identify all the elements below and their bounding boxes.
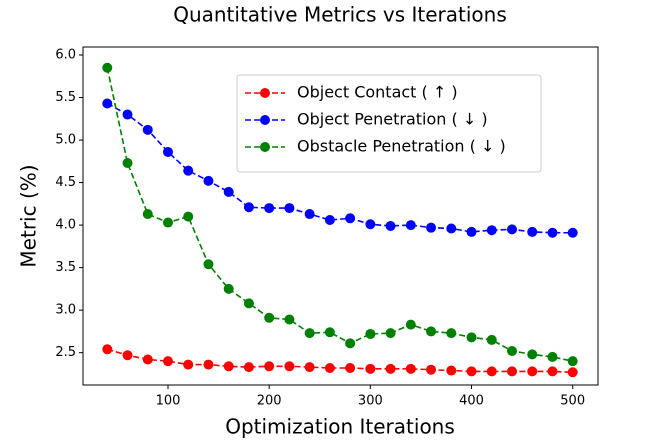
point <box>466 332 477 343</box>
point <box>567 227 578 238</box>
x-axis-label: Optimization Iterations <box>225 415 455 439</box>
y-tick-label: 6.0 <box>55 47 76 62</box>
point <box>405 363 416 374</box>
point <box>365 219 376 230</box>
point <box>446 328 457 339</box>
point <box>243 298 254 309</box>
point <box>385 363 396 374</box>
x-tick-label: 300 <box>358 394 383 409</box>
point <box>203 259 214 270</box>
point <box>426 364 437 375</box>
y-axis-label: Metric (%) <box>17 164 41 267</box>
point <box>142 124 153 135</box>
point <box>102 98 113 109</box>
legend-label: Obstacle Penetration ( ↓ ) <box>297 137 506 156</box>
point <box>466 226 477 237</box>
point <box>324 327 335 338</box>
point <box>527 226 538 237</box>
point <box>162 146 173 157</box>
point <box>446 365 457 376</box>
y-tick-label: 3.5 <box>55 260 76 275</box>
point <box>223 186 234 197</box>
point <box>446 223 457 234</box>
point <box>486 366 497 377</box>
point <box>385 220 396 231</box>
legend-marker <box>260 88 270 98</box>
point <box>506 366 517 377</box>
point <box>345 362 356 373</box>
y-tick-label: 5.5 <box>55 90 76 105</box>
point <box>506 224 517 235</box>
legend-marker <box>260 115 270 125</box>
point <box>426 222 437 233</box>
x-tick-label: 500 <box>560 394 585 409</box>
point <box>304 209 315 220</box>
point <box>324 362 335 373</box>
point <box>426 326 437 337</box>
point <box>183 211 194 222</box>
point <box>162 356 173 367</box>
point <box>284 203 295 214</box>
point <box>264 361 275 372</box>
point <box>142 209 153 220</box>
chart-title: Quantitative Metrics vs Iterations <box>173 3 507 27</box>
x-tick-label: 200 <box>257 394 282 409</box>
point <box>264 203 275 214</box>
point <box>142 354 153 365</box>
point <box>102 344 113 355</box>
point <box>527 366 538 377</box>
point <box>547 227 558 238</box>
point <box>264 312 275 323</box>
point <box>304 362 315 373</box>
point <box>122 109 133 120</box>
y-tick-label: 3.0 <box>55 303 76 318</box>
point <box>547 351 558 362</box>
point <box>405 220 416 231</box>
point <box>345 338 356 349</box>
legend-label: Object Penetration ( ↓ ) <box>297 110 488 129</box>
point <box>405 319 416 330</box>
point <box>203 175 214 186</box>
point <box>567 356 578 367</box>
legend-label: Object Contact ( ↑ ) <box>297 83 458 102</box>
point <box>304 328 315 339</box>
point <box>284 361 295 372</box>
y-tick-label: 2.5 <box>55 345 76 360</box>
point <box>486 225 497 236</box>
x-tick-label: 400 <box>459 394 484 409</box>
point <box>223 283 234 294</box>
point <box>385 328 396 339</box>
plot-frame <box>82 46 599 386</box>
point <box>102 62 113 73</box>
point <box>183 359 194 370</box>
y-tick-label: 5.0 <box>55 133 76 148</box>
point <box>243 202 254 213</box>
series-line <box>107 348 573 374</box>
y-tick-label: 4.0 <box>55 218 76 233</box>
point <box>284 314 295 325</box>
legend-marker <box>260 142 270 152</box>
y-tick-label: 4.5 <box>55 175 76 190</box>
point <box>527 349 538 360</box>
point <box>547 366 558 377</box>
point <box>324 214 335 225</box>
point <box>122 158 133 169</box>
point <box>243 362 254 373</box>
point <box>365 328 376 339</box>
point <box>345 213 356 224</box>
point <box>567 367 578 378</box>
point <box>486 334 497 345</box>
point <box>506 345 517 356</box>
point <box>162 217 173 228</box>
legend-box <box>236 74 542 173</box>
point <box>122 350 133 361</box>
point <box>365 363 376 374</box>
point <box>183 165 194 176</box>
point <box>203 359 214 370</box>
x-tick-label: 100 <box>156 394 181 409</box>
point <box>223 361 234 372</box>
point <box>466 366 477 377</box>
